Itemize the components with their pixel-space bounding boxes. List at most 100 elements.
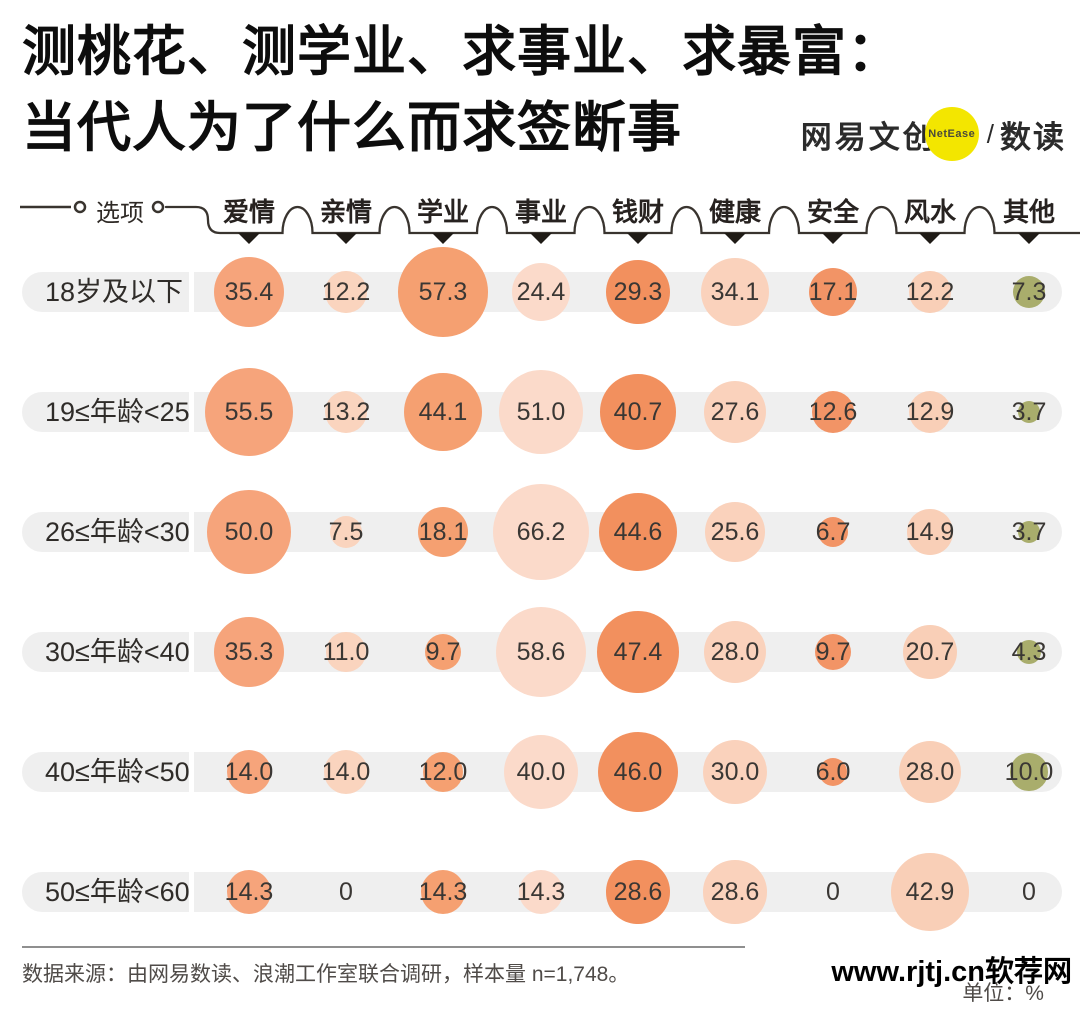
value-label: 12.2 [905,278,955,306]
bubble [1013,276,1045,308]
category-label: 钱财 [611,197,665,227]
age-row: 40≤年龄<50 14.0 14.0 12.0 40.0 46.0 30.0 6.0 28.0 1… [0,731,1080,813]
netease-logo: 网易文创 NetEase / 数读 [801,106,1066,162]
logo-brand-text: 网易文创 [800,119,937,155]
value-label: 14.3 [224,878,274,906]
axis-connector-line [20,200,1080,244]
page-title-line1: 测桃花、测学业、求事业、求暴富： [22,22,902,82]
bubble [606,260,670,324]
netease-badge-text: NetEase [928,128,976,140]
bubble [704,381,766,443]
value-label: 18.1 [418,518,468,546]
bubble [398,247,488,337]
category-marker-icon [432,233,454,244]
bubble [325,271,367,313]
bubble [498,369,584,455]
bubble [424,633,462,671]
value-label: 35.3 [224,638,274,666]
bubble [903,625,957,679]
bubble [703,860,767,924]
value-label: 6.7 [815,518,851,546]
bubble [420,869,466,915]
bubble [213,616,285,688]
bubble [323,749,369,795]
bubble [600,374,676,450]
category-marker-icon [238,233,260,244]
age-group-label: 40≤年龄<50 [45,757,190,787]
value-label: 50.0 [224,518,274,546]
value-label: 20.7 [905,638,955,666]
value-label: 11.0 [322,638,370,666]
bubble [403,372,483,452]
value-label: 14.0 [224,758,274,786]
value-label: 28.6 [613,878,663,906]
value-label: 46.0 [613,758,663,786]
age-group-label: 50≤年龄<60 [45,877,190,907]
value-label: 55.5 [224,398,274,426]
category-label: 安全 [806,197,860,227]
age-group-label: 30≤年龄<40 [45,637,190,667]
value-label: 47.4 [613,638,663,666]
value-label: 9.7 [425,638,461,666]
value-label: 3.7 [1011,398,1047,426]
footer-divider [22,946,745,948]
axis-options-label: 选项 [96,200,144,227]
value-label: 42.9 [905,878,955,906]
category-marker-icon [822,233,844,244]
value-label: 7.5 [328,518,364,546]
footer-source: 数据来源：由网易数读、浪潮工作室联合调研，样本量 n=1,748。 [22,963,630,986]
bubble [818,757,848,787]
bubble [1016,639,1042,665]
bubble [705,502,765,562]
value-label: 14.9 [905,518,955,546]
bubble [205,368,293,456]
value-label: 28.0 [710,638,760,666]
value-label: 44.1 [418,398,468,426]
bubble [891,853,969,931]
page-title: 测桃花、测学业、求事业、求暴富： 当代人为了什么而求签断事 [22,14,922,166]
bubble [503,734,579,810]
row-label-divider [189,872,194,912]
value-label: 0 [1022,878,1036,906]
bubble [898,740,962,804]
value-label: 12.2 [321,278,371,306]
category-label: 亲情 [319,197,373,227]
category-label: 爱情 [222,197,276,227]
bubble [700,257,770,327]
bubble [1017,400,1041,424]
bubble [597,731,678,813]
value-label: 51.0 [516,398,566,426]
row-label-divider [189,392,194,432]
value-label: 28.0 [905,758,955,786]
age-row: 19≤年龄<25 55.5 13.2 44.1 51.0 40.7 27.6 12.6 12.9… [0,368,1080,456]
value-label: 66.2 [516,518,566,546]
bubble [908,390,952,434]
bubble [1010,753,1048,791]
bubble [511,262,571,322]
logo-slash: / [986,118,994,149]
page-title-line2: 当代人为了什么而求签断事 [22,98,682,158]
row-label-divider [189,632,194,672]
value-label: 35.4 [224,278,274,306]
value-label: 40.0 [516,758,566,786]
category-label: 风水 [903,197,957,227]
age-row: 30≤年龄<40 35.3 11.0 9.7 58.6 47.4 28.0 9.7 20.7 4.… [0,606,1080,698]
value-label: 27.6 [710,398,760,426]
category-marker-icon [335,233,357,244]
logo-sub-brand: 数读 [1000,119,1066,155]
bubble [226,869,272,915]
age-row: 18岁及以下 35.4 12.2 57.3 24.4 29.3 34.1 17.1 12.2 7.… [0,247,1080,337]
footer-unit: 单位：% [962,982,1044,1005]
category-marker-icon [919,233,941,244]
value-label: 12.6 [808,398,858,426]
bubble [808,267,858,317]
category-label: 健康 [708,197,762,227]
bubble [213,256,285,328]
bubble [422,751,464,793]
value-label: 58.6 [516,638,566,666]
value-label: 3.7 [1011,518,1047,546]
bubble [702,739,768,805]
row-label-divider [189,512,194,552]
age-row: 50≤年龄<60 14.3 0 14.3 14.3 28.6 28.6 0 42.9 0 [0,853,1080,931]
bubble [329,515,363,549]
